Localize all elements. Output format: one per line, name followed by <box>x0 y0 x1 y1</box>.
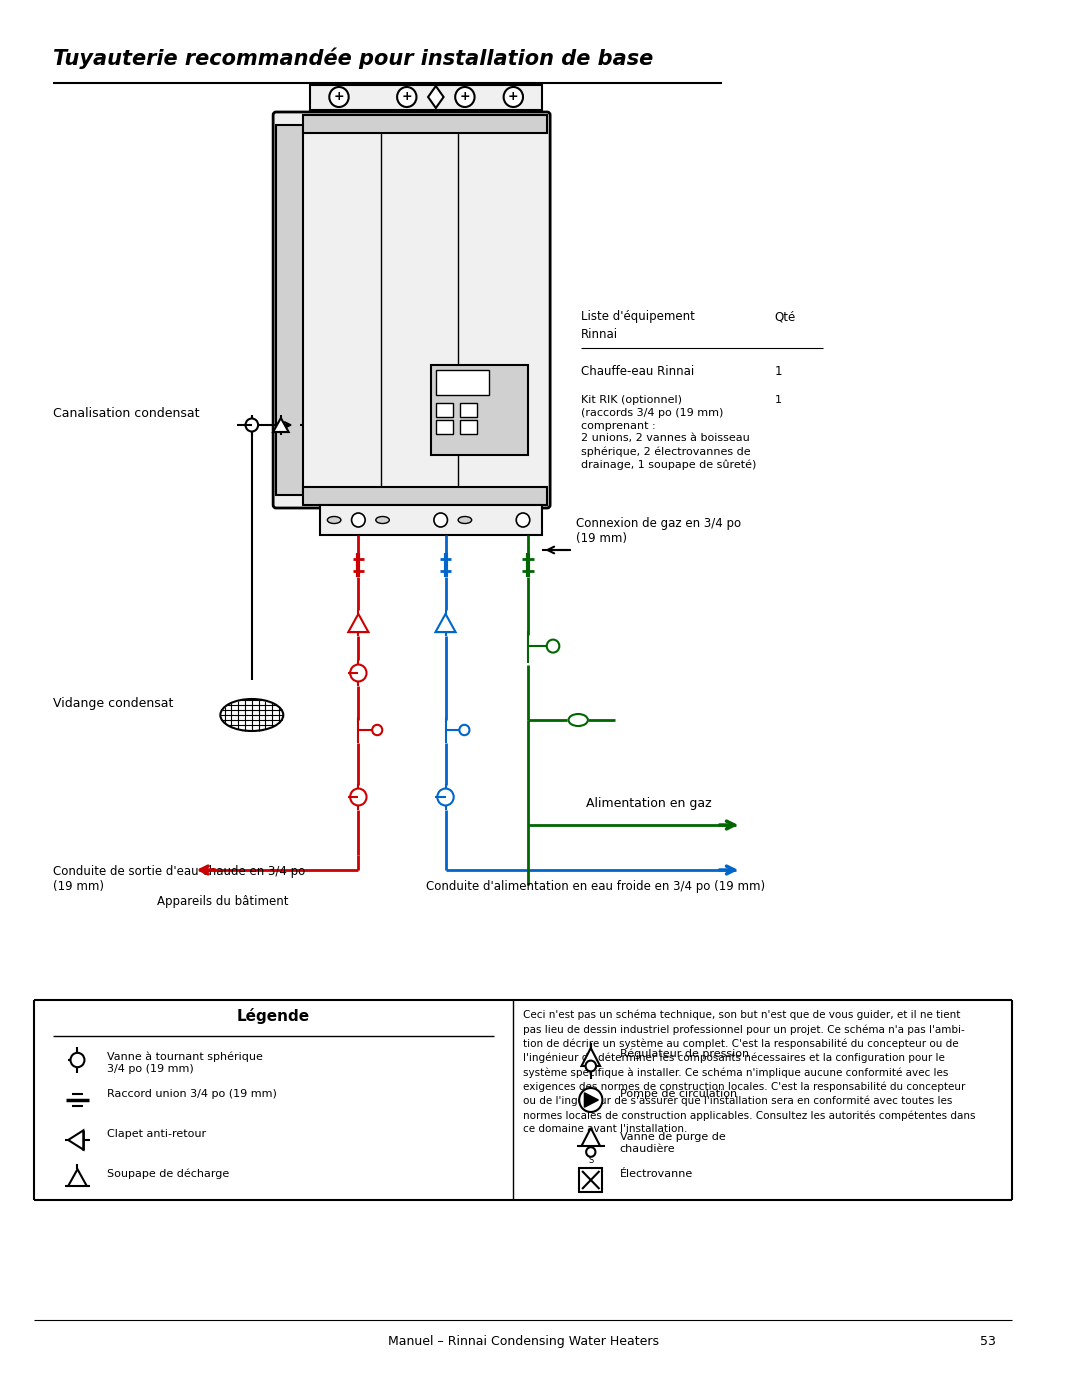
Bar <box>310 85 542 110</box>
Polygon shape <box>435 613 456 631</box>
Circle shape <box>437 788 454 806</box>
Text: +: + <box>402 91 413 103</box>
Ellipse shape <box>458 517 472 524</box>
Text: Tuyauterie recommandée pour installation de base: Tuyauterie recommandée pour installation… <box>53 47 653 68</box>
Text: Liste d'équipement: Liste d'équipement <box>581 310 696 323</box>
Bar <box>303 488 548 504</box>
Text: Conduite d'alimentation en eau froide en 3/4 po (19 mm): Conduite d'alimentation en eau froide en… <box>427 880 766 893</box>
Ellipse shape <box>220 698 283 731</box>
Circle shape <box>516 513 530 527</box>
Text: Conduite de sortie d'eau chaude en 3/4 po
(19 mm): Conduite de sortie d'eau chaude en 3/4 p… <box>53 865 306 893</box>
Text: Rinnai: Rinnai <box>581 328 618 341</box>
Bar <box>276 124 303 495</box>
Polygon shape <box>68 1169 86 1186</box>
Bar <box>436 402 454 416</box>
Text: Kit RIK (optionnel)
(raccords 3/4 po (19 mm)
comprenant :
2 unions, 2 vannes à b: Kit RIK (optionnel) (raccords 3/4 po (19… <box>581 395 756 471</box>
Text: Vanne à tournant sphérique
3/4 po (19 mm): Vanne à tournant sphérique 3/4 po (19 mm… <box>107 1052 262 1074</box>
Bar <box>431 365 528 455</box>
Circle shape <box>245 419 258 432</box>
Circle shape <box>503 87 523 108</box>
Bar <box>436 420 454 434</box>
Polygon shape <box>273 418 288 432</box>
Circle shape <box>586 1147 595 1157</box>
Bar <box>460 420 477 434</box>
Text: Soupape de décharge: Soupape de décharge <box>107 1169 229 1179</box>
Text: S: S <box>589 1155 593 1165</box>
Circle shape <box>329 87 349 108</box>
Polygon shape <box>348 613 368 631</box>
Ellipse shape <box>327 517 341 524</box>
Polygon shape <box>68 1130 83 1150</box>
Circle shape <box>352 513 365 527</box>
Ellipse shape <box>376 517 390 524</box>
Polygon shape <box>584 1092 598 1108</box>
Circle shape <box>397 87 417 108</box>
Text: Ceci n'est pas un schéma technique, son but n'est que de vous guider, et il ne t: Ceci n'est pas un schéma technique, son … <box>523 1010 975 1134</box>
Circle shape <box>434 513 447 527</box>
Text: Alimentation en gaz: Alimentation en gaz <box>586 798 712 810</box>
Circle shape <box>579 1088 603 1112</box>
Polygon shape <box>581 1127 600 1146</box>
Circle shape <box>455 87 474 108</box>
Text: 1: 1 <box>774 395 782 405</box>
FancyBboxPatch shape <box>273 112 550 509</box>
Circle shape <box>350 788 366 806</box>
Bar <box>460 402 477 416</box>
Text: Pompe de circulation: Pompe de circulation <box>620 1090 737 1099</box>
Text: +: + <box>508 91 518 103</box>
Polygon shape <box>581 1048 600 1066</box>
Text: Qté: Qté <box>774 310 796 323</box>
Bar <box>436 370 489 395</box>
Text: Vanne de purge de
chaudière: Vanne de purge de chaudière <box>620 1132 726 1154</box>
Text: +: + <box>334 91 345 103</box>
Text: Électrovanne: Électrovanne <box>620 1169 693 1179</box>
Text: Manuel – Rinnai Condensing Water Heaters: Manuel – Rinnai Condensing Water Heaters <box>388 1336 659 1348</box>
Text: Vidange condensat: Vidange condensat <box>53 697 174 710</box>
Text: 1: 1 <box>774 365 782 379</box>
Bar <box>320 504 542 535</box>
Text: Raccord union 3/4 po (19 mm): Raccord union 3/4 po (19 mm) <box>107 1090 276 1099</box>
Text: Canalisation condensat: Canalisation condensat <box>53 407 200 420</box>
Polygon shape <box>428 87 444 108</box>
Bar <box>579 1168 603 1192</box>
Bar <box>303 115 548 133</box>
Circle shape <box>546 640 559 652</box>
Text: Régulateur de pression: Régulateur de pression <box>620 1049 748 1059</box>
Text: 53: 53 <box>980 1336 996 1348</box>
Text: Appareils du bâtiment: Appareils du bâtiment <box>157 895 288 908</box>
Text: +: + <box>460 91 470 103</box>
Text: Légende: Légende <box>237 1009 310 1024</box>
Ellipse shape <box>568 714 588 726</box>
Text: Connexion de gaz en 3/4 po
(19 mm): Connexion de gaz en 3/4 po (19 mm) <box>577 517 741 545</box>
Text: Clapet anti-retour: Clapet anti-retour <box>107 1129 205 1139</box>
Circle shape <box>459 725 470 735</box>
Text: Chauffe-eau Rinnai: Chauffe-eau Rinnai <box>581 365 694 379</box>
Circle shape <box>585 1060 596 1071</box>
Circle shape <box>373 725 382 735</box>
Circle shape <box>70 1053 84 1067</box>
Circle shape <box>350 665 366 682</box>
